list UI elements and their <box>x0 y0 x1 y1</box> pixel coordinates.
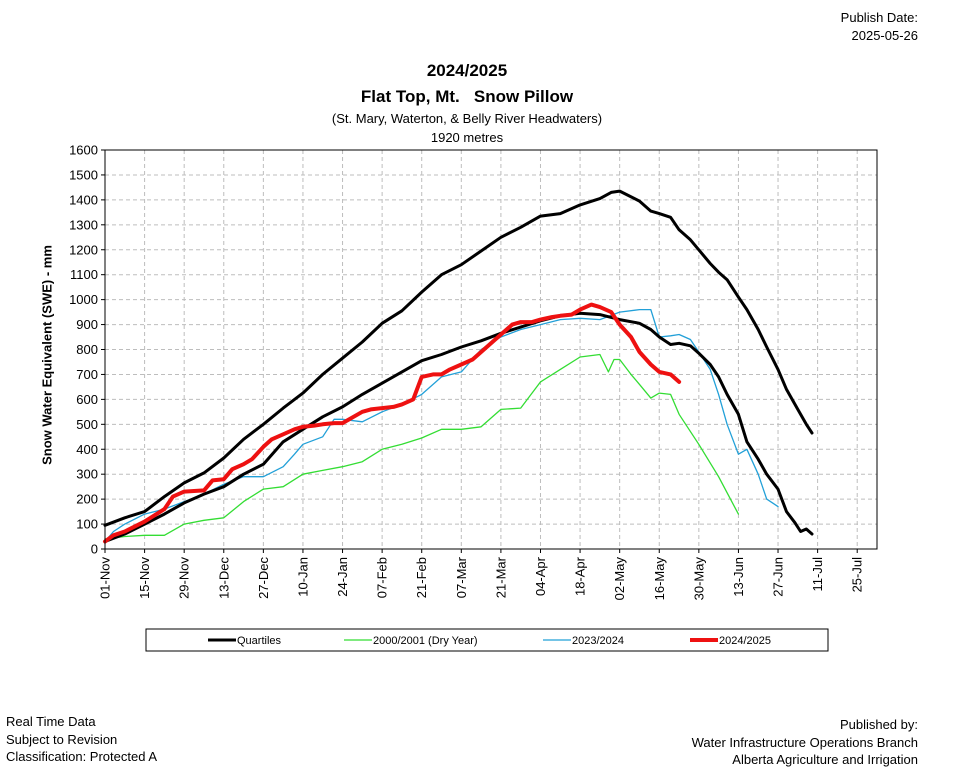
y-tick-label: 100 <box>76 517 98 532</box>
footer-left: Real Time Data Subject to Revision Class… <box>6 713 157 766</box>
chart-subtitle-basins: (St. Mary, Waterton, & Belly River Headw… <box>331 111 603 126</box>
y-tick-label: 300 <box>76 467 98 482</box>
x-tick-label: 27-Jun <box>771 557 786 597</box>
series-line-dry <box>104 353 740 540</box>
swe-chart: 0 100 200 300 400 500 600 700 800 900 1000 1100 1200… <box>69 143 878 652</box>
footer-ministry: Alberta Agriculture and Irrigation <box>732 752 918 767</box>
y-tick-label: 1500 <box>69 167 98 182</box>
x-tick-label: 21-Feb <box>414 557 429 598</box>
y-tick-label: 600 <box>76 392 98 407</box>
y-tick-label: 1000 <box>69 292 98 307</box>
y-tick-label: 1100 <box>70 267 98 282</box>
footer-branch: Water Infrastructure Operations Branch <box>691 734 918 750</box>
plot-frame <box>104 149 878 550</box>
x-tick-label: 30-May <box>691 557 706 601</box>
y-tick-label: 700 <box>76 367 98 382</box>
x-tick-label: 25-Jul <box>850 557 865 593</box>
series-line-current <box>103 302 682 544</box>
x-tick-label: 21-Mar <box>493 556 508 598</box>
legend-label-last: 2023/2024 <box>572 635 624 647</box>
chart-subtitle-elevation: 1920 metres <box>430 130 504 145</box>
x-tick-label: 16-May <box>652 557 667 601</box>
x-tick-label: 18-Apr <box>573 556 588 596</box>
x-tick-label: 01-Nov <box>98 557 113 599</box>
y-tick-label: 800 <box>76 342 98 357</box>
x-tick-label: 13-Jun <box>731 557 746 597</box>
chart-grid <box>105 150 877 549</box>
y-tick-label: 200 <box>76 492 98 507</box>
x-tick-label: 02-May <box>612 557 627 601</box>
x-tick-label: 07-Mar <box>454 556 469 598</box>
x-tick-label: 15-Nov <box>137 557 152 599</box>
y-tick-label: 400 <box>76 442 98 457</box>
chart-subtitle: Flat Top, Mt. Snow Pillow <box>360 87 574 106</box>
x-tick-label: 29-Nov <box>177 557 192 599</box>
y-tick-label: 1400 <box>69 192 98 207</box>
y-tick-label: 1300 <box>69 217 98 232</box>
publish-date-label: Publish Date: <box>840 10 918 25</box>
legend-label-dry: 2000/2001 (Dry Year) <box>373 635 478 647</box>
x-axis-ticks: 01-Nov 15-Nov 29-Nov 13-Dec 27-Dec 10-Jan 24-J… <box>98 549 865 600</box>
legend-label-current: 2024/2025 <box>719 635 771 647</box>
x-tick-label: 10-Jan <box>295 557 310 597</box>
y-tick-label: 0 <box>91 542 98 557</box>
footer-revision: Subject to Revision <box>6 731 118 747</box>
chart-legend: Quartiles 2000/2001 (Dry Year) 2023/2024 20… <box>145 628 829 652</box>
x-tick-label: 04-Apr <box>533 556 548 596</box>
x-tick-label: 11-Jul <box>810 557 825 592</box>
footer-published-by: Published by: <box>839 717 918 732</box>
x-tick-label: 24-Jan <box>335 557 350 597</box>
publish-date-value: 2025-05-26 <box>851 28 919 43</box>
x-tick-label: 07-Feb <box>375 557 390 598</box>
y-tick-label: 900 <box>76 317 98 332</box>
chart-series <box>103 189 814 544</box>
chart-title: 2024/2025 <box>426 61 508 80</box>
footer-classification: Classification: Protected A <box>6 749 158 764</box>
y-axis-ticks: 0 100 200 300 400 500 600 700 800 900 1000 1100 1200… <box>69 143 105 557</box>
legend-box <box>145 628 829 652</box>
y-tick-label: 500 <box>76 417 98 432</box>
series-line-quartile <box>103 311 814 543</box>
legend-label-quartile: Quartiles <box>237 635 282 647</box>
x-tick-label: 27-Dec <box>256 557 271 599</box>
y-tick-label: 1200 <box>69 242 98 257</box>
footer-realtime: Real Time Data <box>6 714 96 729</box>
y-tick-label: 1600 <box>69 143 98 158</box>
footer-right: Published by: Water Infrastructure Opera… <box>692 716 918 769</box>
publish-date-block: Publish Date: 2025-05-26 <box>841 9 918 45</box>
series-line-quartile <box>103 189 814 527</box>
x-tick-label: 13-Dec <box>216 557 231 599</box>
